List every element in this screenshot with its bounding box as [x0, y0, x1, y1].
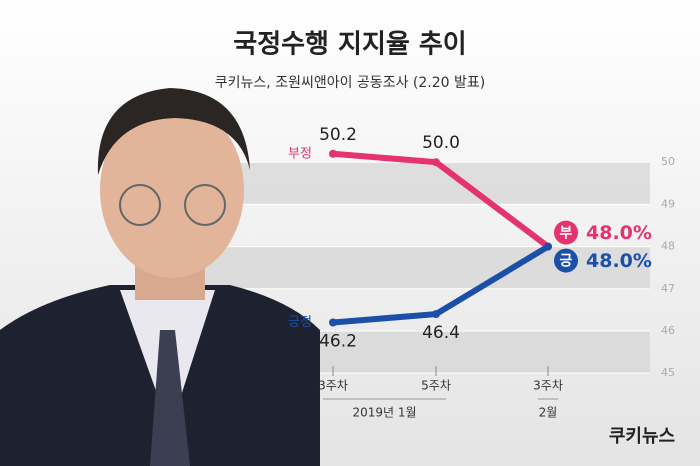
y-tick-label: 45: [661, 366, 675, 379]
x-tick-label: 3주차: [318, 379, 348, 393]
point: [544, 242, 552, 251]
photo: [0, 88, 320, 466]
value-label: 48.0%: [586, 250, 652, 272]
y-tick-label: 49: [661, 197, 675, 210]
logo: 쿠키뉴스: [609, 426, 675, 447]
y-tick-label: 46: [661, 324, 675, 337]
point: [329, 318, 337, 327]
y-tick-label: 50: [661, 155, 675, 168]
value-label: 46.4: [422, 323, 460, 343]
end-badge: [554, 248, 578, 273]
point: [432, 158, 440, 167]
end-badge-label: 부: [560, 226, 573, 242]
value-label: 50.0: [422, 133, 460, 153]
series-label: 부정: [288, 146, 312, 161]
y-tick-label: 48: [661, 240, 675, 253]
series-label: 긍정: [288, 315, 312, 330]
point: [432, 310, 440, 319]
chart-subtitle: 쿠키뉴스, 조원씨앤아이 공동조사 (2.20 발표): [215, 75, 485, 91]
group-label: 2월: [539, 406, 558, 420]
y-tick-label: 47: [661, 282, 675, 295]
value-label: 46.2: [319, 332, 357, 352]
x-tick-label: 5주차: [421, 379, 451, 393]
grid-band: [200, 162, 650, 205]
value-label: 50.2: [319, 125, 357, 145]
chart-title: 국정수행 지지율 추이: [233, 30, 466, 60]
point: [329, 149, 337, 158]
group-label: 2019년 1월: [352, 406, 416, 420]
grid-band: [200, 246, 650, 289]
value-label: 48.0%: [586, 222, 652, 244]
end-badge: [554, 220, 578, 245]
x-tick-label: 3주차: [533, 379, 563, 393]
end-badge-label: 긍: [560, 254, 573, 270]
